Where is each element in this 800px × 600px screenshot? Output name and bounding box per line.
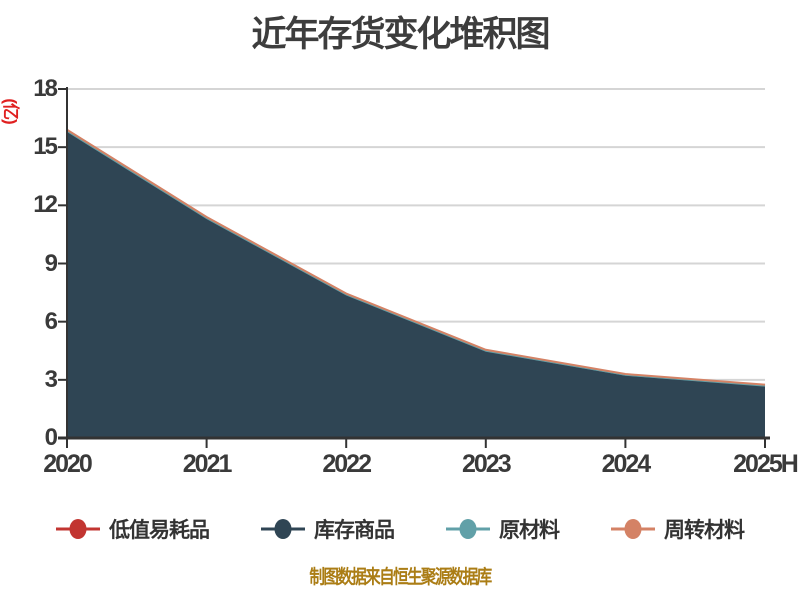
legend-label: 原材料 — [499, 519, 560, 542]
y-tick-label: 0 — [44, 424, 58, 451]
legend-item-2[interactable]: 原材料 — [446, 514, 560, 544]
y-tick-label: 6 — [44, 307, 58, 335]
y-tick-label: 3 — [44, 365, 58, 393]
data-source-note: 制图数据来自恒生聚源数据库 — [309, 567, 492, 588]
legend-marker-icon — [611, 519, 655, 539]
legend-label: 周转材料 — [664, 519, 745, 542]
legend-marker-icon — [56, 519, 100, 539]
legend: 低值易耗品 库存商品 原材料 周转材料 — [0, 514, 800, 544]
y-tick-label: 12 — [33, 191, 58, 219]
x-tick-label: 2024 — [601, 450, 652, 478]
x-tick-label: 2020 — [43, 450, 93, 478]
y-tick-label: 9 — [44, 249, 58, 277]
x-tick-label: 2022 — [322, 450, 372, 478]
chart-title: 近年存货变化堆积图 — [251, 15, 550, 54]
y-tick-label: 18 — [33, 75, 58, 102]
y-tick-label: 15 — [33, 133, 58, 161]
x-tick-label: 2023 — [461, 450, 512, 478]
x-tick-label: 2021 — [182, 450, 233, 478]
area-1 — [67, 132, 765, 438]
legend-label: 低值易耗品 — [109, 519, 210, 542]
x-tick-label: 2025H — [733, 450, 799, 478]
legend-marker-icon — [446, 519, 490, 539]
area-edge-3 — [66, 128, 766, 386]
legend-marker-icon — [261, 519, 305, 539]
legend-label: 库存商品 — [314, 519, 395, 542]
legend-item-3[interactable]: 周转材料 — [611, 514, 745, 544]
legend-item-0[interactable]: 低值易耗品 — [56, 514, 210, 544]
legend-item-1[interactable]: 库存商品 — [261, 514, 395, 544]
